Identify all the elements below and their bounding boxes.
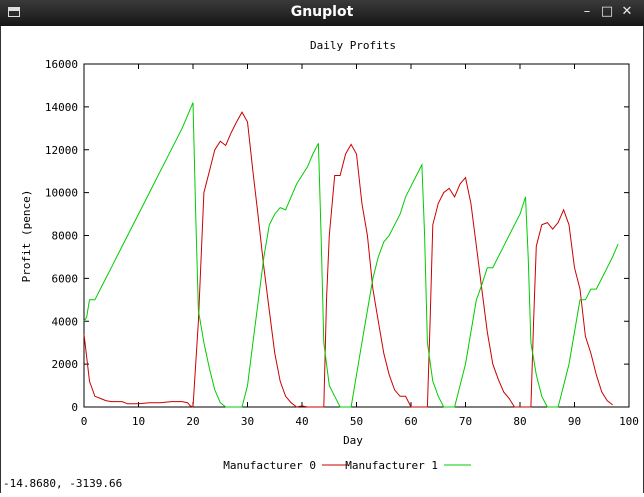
y-tick-label: 16000 <box>45 58 78 71</box>
minimize-button[interactable]: – <box>583 4 591 19</box>
x-tick-label: 100 <box>619 415 639 428</box>
y-tick-label: 0 <box>71 401 78 414</box>
window-border-left <box>0 26 1 493</box>
window-titlebar[interactable]: Gnuplot – □ ✕ <box>0 0 644 26</box>
x-tick-label: 80 <box>513 415 526 428</box>
y-tick-label: 8000 <box>52 230 79 243</box>
legend: Manufacturer 0 Manufacturer 1 <box>223 459 471 472</box>
legend-label-manufacturer-0: Manufacturer 0 <box>223 459 316 472</box>
x-tick-label: 90 <box>568 415 581 428</box>
y-tick-label: 12000 <box>45 144 78 157</box>
series-line-manufacturer-0 <box>83 111 613 408</box>
chart[interactable]: 0 10 20 30 40 50 60 70 80 90 100 0 2000 4000 6000 8000 1… <box>0 26 644 493</box>
x-axis-label: Day <box>343 434 363 447</box>
x-tick-label: 70 <box>459 415 472 428</box>
chart-title: Daily Profits <box>310 39 396 52</box>
close-button[interactable]: ✕ <box>621 4 633 19</box>
maximize-button[interactable]: □ <box>600 4 614 19</box>
series-lines <box>83 102 619 408</box>
x-tick-label: 30 <box>241 415 254 428</box>
axis-ticks: 0 10 20 30 40 50 60 70 80 90 100 0 2000 4000 6000 8000 1… <box>45 58 639 428</box>
plot-area-frame <box>83 63 630 408</box>
window-menu-icon[interactable] <box>8 7 20 17</box>
window-title: Gnuplot <box>290 4 354 20</box>
x-tick-label: 40 <box>295 415 308 428</box>
x-tick-label: 20 <box>186 415 199 428</box>
y-tick-label: 2000 <box>52 358 79 371</box>
x-tick-label: 0 <box>81 415 88 428</box>
y-axis-label: Profit (pence) <box>20 190 33 283</box>
x-tick-label: 60 <box>404 415 417 428</box>
y-tick-label: 6000 <box>52 272 79 285</box>
y-tick-label: 4000 <box>52 315 79 328</box>
plot-window[interactable]: 0 10 20 30 40 50 60 70 80 90 100 0 2000 4000 6000 8000 1… <box>0 26 644 493</box>
mouse-coordinate-readout: -14.8680, -3139.66 <box>3 477 123 490</box>
legend-label-manufacturer-1: Manufacturer 1 <box>345 459 438 472</box>
series-line-manufacturer-1 <box>83 102 619 408</box>
y-tick-label: 10000 <box>45 187 78 200</box>
x-tick-label: 50 <box>350 415 363 428</box>
x-tick-label: 10 <box>132 415 145 428</box>
y-tick-label: 14000 <box>45 101 78 114</box>
